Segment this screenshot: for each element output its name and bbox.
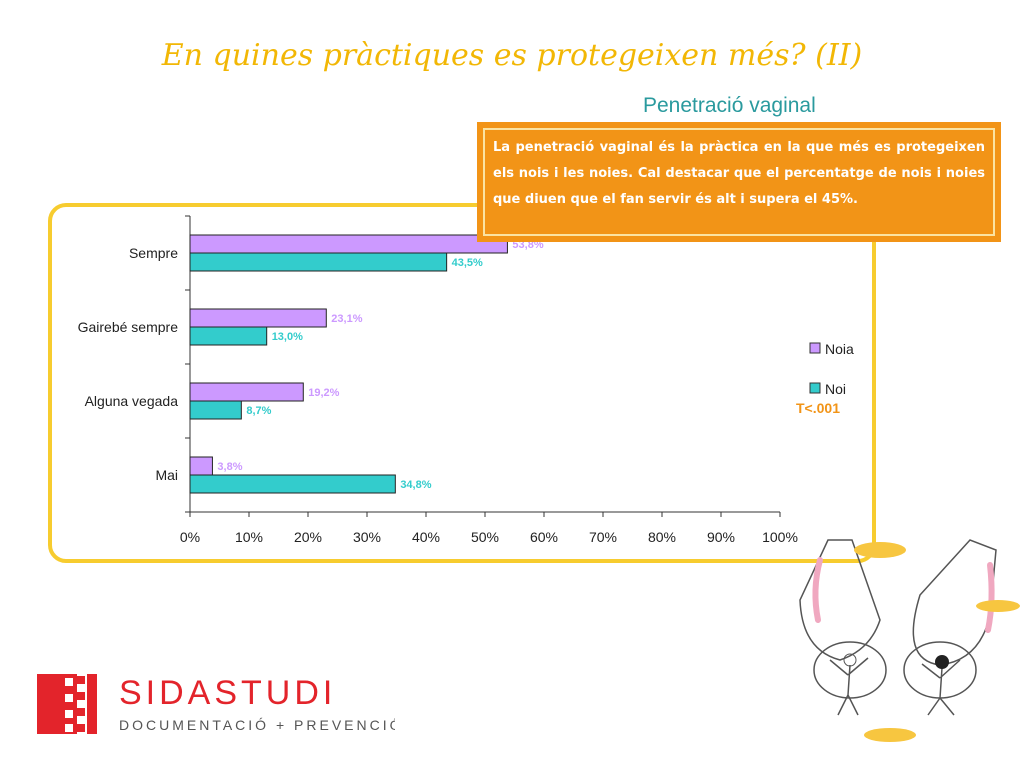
sidastudi-logo: SIDASTUDI DOCUMENTACIÓ + PREVENCIÓ [37, 674, 395, 734]
chart-frame [48, 203, 876, 563]
chart-subtitle: Penetració vaginal [643, 94, 816, 117]
slide-title: En quines pràctiques es protegeixen més?… [161, 38, 863, 73]
bar-noi [189, 326, 268, 346]
data-label-noia: 53,8% [512, 239, 543, 251]
category-label: Gairebé sempre [78, 319, 179, 335]
x-tick-label: 50% [471, 529, 499, 545]
bar-noi [189, 252, 448, 272]
data-label-noia: 19,2% [308, 387, 339, 399]
x-tick-label: 10% [235, 529, 263, 545]
legend-label-noi: Noi [825, 381, 846, 397]
bar-noia [189, 308, 327, 328]
x-tick-label: 20% [294, 529, 322, 545]
data-label-noia: 23,1% [331, 313, 362, 325]
condom-figures-illustration [799, 539, 1020, 742]
data-label-noi: 43,5% [452, 257, 483, 269]
bar-noi [189, 474, 396, 494]
logo-emblem-icon [37, 674, 97, 734]
note-box: La penetració vaginal és la pràctica en … [477, 122, 1001, 242]
logo-tagline: DOCUMENTACIÓ + PREVENCIÓ [119, 717, 395, 733]
bar-noi [189, 400, 242, 420]
legend: Noia Noi T<.001 [796, 341, 854, 416]
data-label-noi: 34,8% [400, 479, 431, 491]
data-label-noia: 3,8% [217, 461, 242, 473]
x-tick-label: 40% [412, 529, 440, 545]
category-label: Alguna vegada [85, 393, 179, 409]
note-text: La penetració vaginal és la pràctica en … [483, 128, 995, 236]
bar-noia [189, 382, 304, 402]
category-label: Mai [155, 467, 178, 483]
x-tick-label: 100% [762, 529, 798, 545]
x-tick-label: 60% [530, 529, 558, 545]
x-tick-label: 0% [180, 529, 200, 545]
bar-noia [189, 456, 213, 476]
x-tick-label: 90% [707, 529, 735, 545]
data-label-noi: 13,0% [272, 331, 303, 343]
legend-label-noia: Noia [825, 341, 854, 357]
category-label: Sempre [129, 245, 178, 261]
x-tick-label: 70% [589, 529, 617, 545]
x-tick-label: 80% [648, 529, 676, 545]
logo-brand: SIDASTUDI [119, 674, 336, 712]
x-tick-label: 30% [353, 529, 381, 545]
data-label-noi: 8,7% [246, 405, 271, 417]
legend-swatch-noia [809, 342, 821, 354]
significance-label: T<.001 [796, 400, 840, 416]
bar-noia [189, 234, 508, 254]
legend-swatch-noi [809, 382, 821, 394]
